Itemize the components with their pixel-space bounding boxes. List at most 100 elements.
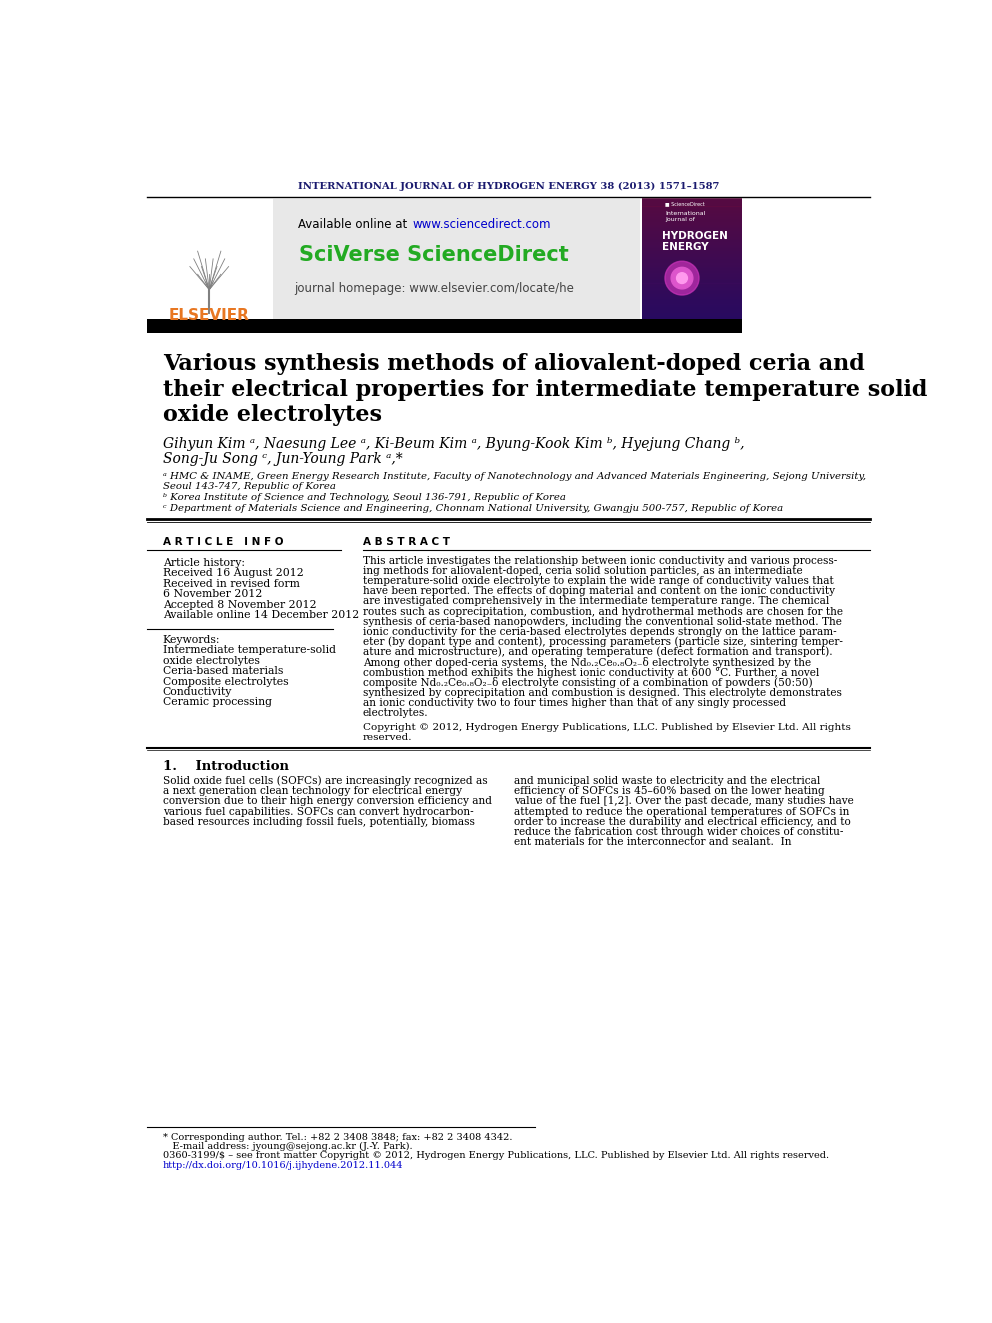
Bar [642, 200, 742, 202]
Text: Conductivity: Conductivity [163, 687, 232, 697]
Circle shape [672, 267, 692, 288]
Text: ELSEVIER: ELSEVIER [169, 307, 250, 323]
Bar [642, 249, 742, 250]
Bar [642, 228, 742, 230]
Bar [642, 216, 742, 217]
Bar [642, 275, 742, 278]
Bar [642, 218, 742, 221]
Bar [642, 237, 742, 239]
Text: ■ ScienceDirect: ■ ScienceDirect [665, 201, 704, 206]
Bar [642, 254, 742, 255]
Text: a next generation clean technology for electrical energy: a next generation clean technology for e… [163, 786, 461, 796]
Bar [642, 265, 742, 266]
Text: http://dx.doi.org/10.1016/j.ijhydene.2012.11.044: http://dx.doi.org/10.1016/j.ijhydene.201… [163, 1160, 404, 1170]
Bar [642, 312, 742, 315]
Bar [642, 255, 742, 257]
Bar [642, 250, 742, 251]
Bar [642, 270, 742, 271]
Bar [642, 288, 742, 290]
Text: Received in revised form: Received in revised form [163, 578, 300, 589]
Bar [642, 221, 742, 222]
Bar [642, 233, 742, 234]
Text: reserved.: reserved. [363, 733, 413, 742]
Bar [642, 253, 742, 254]
Bar [642, 280, 742, 282]
Bar [642, 213, 742, 214]
Text: Intermediate temperature-solid: Intermediate temperature-solid [163, 646, 335, 655]
Bar [642, 262, 742, 263]
Text: A B S T R A C T: A B S T R A C T [363, 537, 449, 548]
Bar [642, 290, 742, 291]
Text: E-mail address: jyoung@sejong.ac.kr (J.-Y. Park).: E-mail address: jyoung@sejong.ac.kr (J.-… [163, 1142, 413, 1151]
Bar [642, 212, 742, 213]
Bar [642, 226, 742, 228]
Text: Gihyun Kim ᵃ, Naesung Lee ᵃ, Ki-Beum Kim ᵃ, Byung-Kook Kim ᵇ, Hyejung Chang ᵇ,: Gihyun Kim ᵃ, Naesung Lee ᵃ, Ki-Beum Kim… [163, 437, 744, 451]
Text: synthesis of ceria-based nanopowders, including the conventional solid-state met: synthesis of ceria-based nanopowders, in… [363, 617, 841, 627]
Text: ᵃ HMC & INAME, Green Energy Research Institute, Faculty of Nanotechnology and Ad: ᵃ HMC & INAME, Green Energy Research Ins… [163, 472, 866, 482]
Text: attempted to reduce the operational temperatures of SOFCs in: attempted to reduce the operational temp… [514, 807, 849, 816]
Bar [147, 319, 742, 333]
Text: reduce the fabrication cost through wider choices of constitu-: reduce the fabrication cost through wide… [514, 827, 843, 837]
Text: oxide electrolytes: oxide electrolytes [163, 656, 260, 665]
Bar [642, 202, 742, 204]
Bar [642, 205, 742, 206]
Bar [642, 292, 742, 294]
Bar [642, 204, 742, 205]
Bar [642, 257, 742, 259]
Bar [642, 316, 742, 318]
Bar [642, 209, 742, 212]
Text: 0360-3199/$ – see front matter Copyright © 2012, Hydrogen Energy Publications, L: 0360-3199/$ – see front matter Copyright… [163, 1151, 829, 1160]
Bar [642, 242, 742, 243]
Text: Solid oxide fuel cells (SOFCs) are increasingly recognized as: Solid oxide fuel cells (SOFCs) are incre… [163, 775, 487, 786]
Bar [642, 263, 742, 265]
Text: 1.    Introduction: 1. Introduction [163, 759, 289, 773]
Text: This article investigates the relationship between ionic conductivity and variou: This article investigates the relationsh… [363, 556, 837, 566]
Bar [642, 306, 742, 307]
Bar [642, 206, 742, 208]
Bar [642, 239, 742, 241]
Text: Song-Ju Song ᶜ, Jun-Young Park ᵃ,*: Song-Ju Song ᶜ, Jun-Young Park ᵃ,* [163, 452, 403, 466]
Bar [642, 298, 742, 299]
Bar [642, 274, 742, 275]
Text: Among other doped-ceria systems, the Nd₀.₂Ce₀.₈O₂₋δ electrolyte synthesized by t: Among other doped-ceria systems, the Nd₀… [363, 656, 810, 668]
Text: eter (by dopant type and content), processing parameters (particle size, sinteri: eter (by dopant type and content), proce… [363, 636, 842, 647]
Bar [642, 208, 742, 209]
Text: ent materials for the interconnector and sealant.  In: ent materials for the interconnector and… [514, 837, 792, 847]
Bar [642, 302, 742, 303]
Bar [642, 282, 742, 283]
Text: www.sciencedirect.com: www.sciencedirect.com [413, 218, 551, 232]
Text: Seoul 143-747, Republic of Korea: Seoul 143-747, Republic of Korea [163, 483, 335, 491]
Bar [642, 271, 742, 273]
Bar [642, 251, 742, 253]
Bar [642, 294, 742, 296]
Bar [642, 299, 742, 300]
Text: Copyright © 2012, Hydrogen Energy Publications, LLC. Published by Elsevier Ltd. : Copyright © 2012, Hydrogen Energy Public… [363, 724, 850, 733]
Text: ionic conductivity for the ceria-based electrolytes depends strongly on the latt: ionic conductivity for the ceria-based e… [363, 627, 836, 636]
Text: ENERGY: ENERGY [662, 242, 708, 253]
Bar [642, 266, 742, 269]
Bar [642, 318, 742, 319]
Circle shape [677, 273, 687, 283]
Bar [642, 284, 742, 287]
Text: SciVerse ScienceDirect: SciVerse ScienceDirect [300, 245, 568, 265]
Text: based resources including fossil fuels, potentially, biomass: based resources including fossil fuels, … [163, 816, 474, 827]
Text: efficiency of SOFCs is 45–60% based on the lower heating: efficiency of SOFCs is 45–60% based on t… [514, 786, 824, 796]
Bar [642, 222, 742, 224]
Bar [642, 197, 742, 198]
Bar [642, 311, 742, 312]
Bar [147, 198, 273, 320]
Text: their electrical properties for intermediate temperature solid: their electrical properties for intermed… [163, 378, 928, 401]
Text: conversion due to their high energy conversion efficiency and: conversion due to their high energy conv… [163, 796, 492, 807]
Text: Ceramic processing: Ceramic processing [163, 697, 272, 708]
Bar [642, 283, 742, 284]
Bar [642, 291, 742, 292]
Bar [147, 198, 640, 320]
Bar [642, 224, 742, 225]
Bar [642, 198, 742, 320]
Text: INTERNATIONAL JOURNAL OF HYDROGEN ENERGY 38 (2013) 1571–1587: INTERNATIONAL JOURNAL OF HYDROGEN ENERGY… [298, 183, 719, 191]
Bar [642, 225, 742, 226]
Text: value of the fuel [1,2]. Over the past decade, many studies have: value of the fuel [1,2]. Over the past d… [514, 796, 853, 807]
Text: Accepted 8 November 2012: Accepted 8 November 2012 [163, 599, 316, 610]
Text: and municipal solid waste to electricity and the electrical: and municipal solid waste to electricity… [514, 777, 820, 786]
Bar [642, 245, 742, 246]
